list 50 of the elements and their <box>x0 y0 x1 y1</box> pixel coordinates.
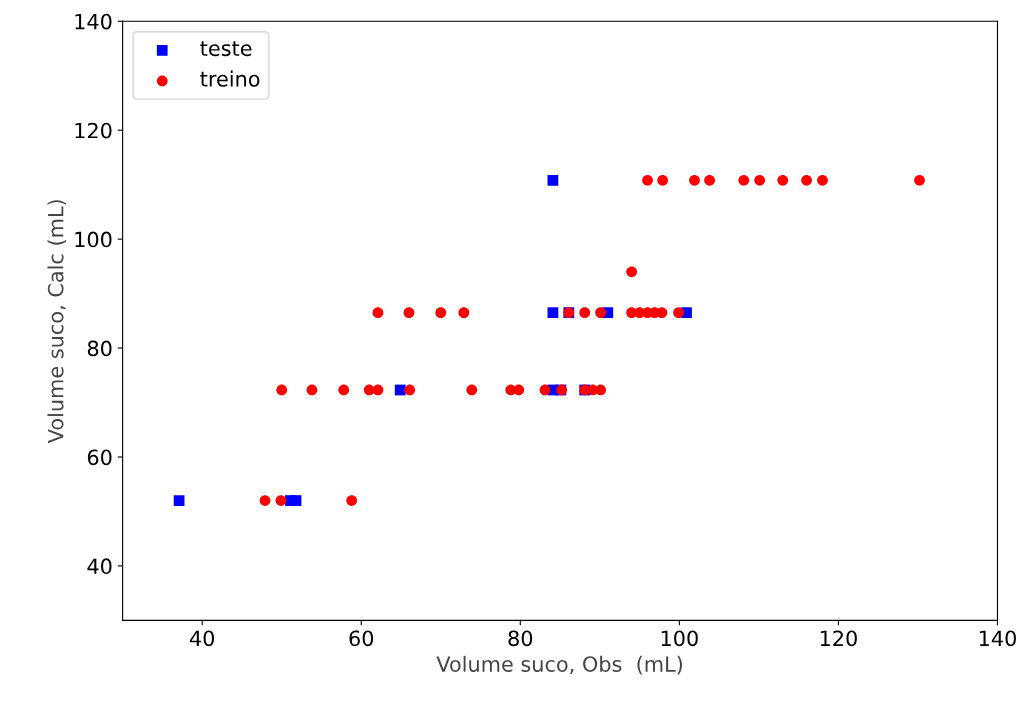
x-tick-label: 40 <box>189 630 215 647</box>
point <box>738 174 750 186</box>
point <box>458 307 470 319</box>
point <box>626 266 638 278</box>
legend-label: teste <box>200 41 252 57</box>
x-axis-title: Volume suco, Obs (mL) <box>436 655 683 675</box>
point <box>539 384 551 396</box>
point <box>914 174 925 186</box>
point <box>657 174 669 186</box>
x-tick-label: 140 <box>979 630 1016 647</box>
point <box>642 174 653 186</box>
point <box>435 307 447 319</box>
point <box>276 384 288 396</box>
point <box>372 307 384 319</box>
x-tick-label: 60 <box>349 630 374 647</box>
point <box>338 384 350 396</box>
point <box>306 384 318 396</box>
point <box>595 384 606 396</box>
point <box>817 174 828 186</box>
x-tick-label: 120 <box>820 630 857 647</box>
y-axis-title: Volume suco, Calc (mL) <box>47 200 67 444</box>
point <box>595 307 606 319</box>
point <box>466 384 478 396</box>
point <box>579 307 591 319</box>
x-tick-label: 100 <box>661 630 698 647</box>
point <box>372 384 384 396</box>
point <box>404 384 416 396</box>
y-tick-label: 140 <box>75 13 112 30</box>
point <box>801 174 812 186</box>
point <box>704 174 715 186</box>
point <box>513 384 525 396</box>
legend-label: treino <box>200 70 260 87</box>
y-tick-label: 100 <box>75 231 112 248</box>
point <box>689 174 700 186</box>
point <box>673 307 684 319</box>
point <box>173 495 185 506</box>
point <box>547 307 559 319</box>
y-tick-label: 40 <box>87 558 112 575</box>
point <box>754 174 766 186</box>
y-tick-label: 60 <box>87 449 112 466</box>
y-tick-label: 80 <box>87 340 112 357</box>
point <box>259 495 271 506</box>
x-tick-label: 80 <box>508 630 533 647</box>
point <box>547 174 559 186</box>
point <box>777 174 789 186</box>
point <box>290 495 302 506</box>
y-tick-label: 120 <box>75 122 112 139</box>
point <box>275 495 287 506</box>
point <box>346 495 358 506</box>
point <box>403 307 415 319</box>
